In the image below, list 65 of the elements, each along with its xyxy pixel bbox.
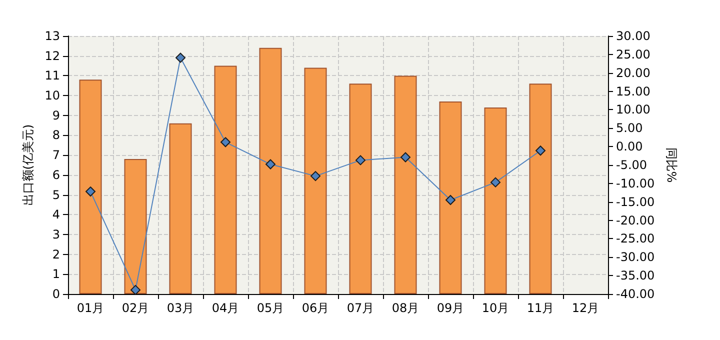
- y-tick-label: 3: [52, 227, 60, 242]
- y-tick-label: 12: [44, 48, 60, 63]
- bar: [394, 76, 417, 294]
- y2-tick-label: 30.00: [616, 29, 650, 43]
- y2-tick-label: -20.00: [616, 213, 655, 228]
- point: [310, 171, 320, 182]
- bar: [484, 107, 507, 294]
- y2-tick-label: 15.00: [616, 84, 650, 98]
- x-tick-label: 11月: [526, 301, 554, 315]
- point: [176, 52, 186, 63]
- y-tick-label: 0: [52, 287, 60, 301]
- bar: [124, 159, 147, 294]
- bar: [349, 84, 372, 294]
- y2-tick-label: 5.00: [616, 121, 643, 136]
- y-tick-label: 7: [52, 148, 60, 162]
- x-tick-label: 07月: [346, 301, 374, 315]
- bar: [304, 68, 327, 294]
- bar: [529, 84, 552, 294]
- point: [446, 195, 456, 206]
- y2-tick-label: 25.00: [616, 47, 650, 62]
- y2-axis-title: 同比%: [664, 147, 679, 183]
- y-tick-label: 8: [52, 128, 60, 142]
- y-tick-label: 10: [44, 88, 60, 103]
- y-tick-label: 2: [52, 247, 60, 262]
- y2-tick-label: -35.00: [616, 268, 655, 283]
- x-tick-label: 01月: [76, 301, 104, 315]
- x-tick-label: 08月: [392, 301, 420, 315]
- x-tick-label: 03月: [166, 301, 194, 315]
- y-tick-label: 13: [44, 29, 60, 43]
- point: [356, 155, 366, 166]
- point: [536, 146, 546, 156]
- bar: [169, 123, 192, 294]
- y2-tick-label: -25.00: [616, 232, 655, 246]
- y-tick-label: 9: [52, 108, 60, 122]
- bar: [79, 80, 102, 294]
- y2-tick-label: -10.00: [616, 176, 655, 190]
- y2-tick-label: 10.00: [616, 102, 650, 117]
- y2-tick-label: -30.00: [616, 250, 655, 264]
- x-tick-label: 12月: [572, 301, 600, 315]
- point: [86, 186, 96, 197]
- point: [130, 284, 140, 295]
- y-tick-label: 11: [44, 68, 60, 83]
- x-tick-label: 06月: [302, 301, 330, 315]
- bar: [439, 101, 462, 294]
- x-tick-label: 04月: [212, 301, 240, 315]
- point: [400, 152, 410, 162]
- point: [490, 177, 500, 188]
- x-tick-label: 05月: [256, 301, 284, 315]
- y-axis-title: 出口额(亿美元): [20, 124, 35, 206]
- x-tick-label: 10月: [482, 301, 510, 315]
- point: [266, 159, 276, 170]
- y2-tick-label: 20.00: [616, 66, 650, 80]
- y-tick-label: 4: [52, 208, 60, 222]
- y-tick-label: 5: [52, 188, 60, 202]
- y2-tick-label: -40.00: [616, 287, 655, 301]
- y2-tick-label: 0.00: [616, 140, 643, 154]
- y2-tick-label: -15.00: [616, 194, 655, 209]
- x-tick-label: 02月: [122, 301, 150, 315]
- y2-tick-label: -5.00: [616, 158, 648, 172]
- point: [220, 137, 230, 148]
- x-tick-label: 09月: [436, 301, 464, 315]
- y-tick-label: 6: [52, 168, 60, 182]
- bar: [259, 48, 282, 294]
- y-tick-label: 1: [52, 267, 60, 282]
- bar: [214, 66, 237, 294]
